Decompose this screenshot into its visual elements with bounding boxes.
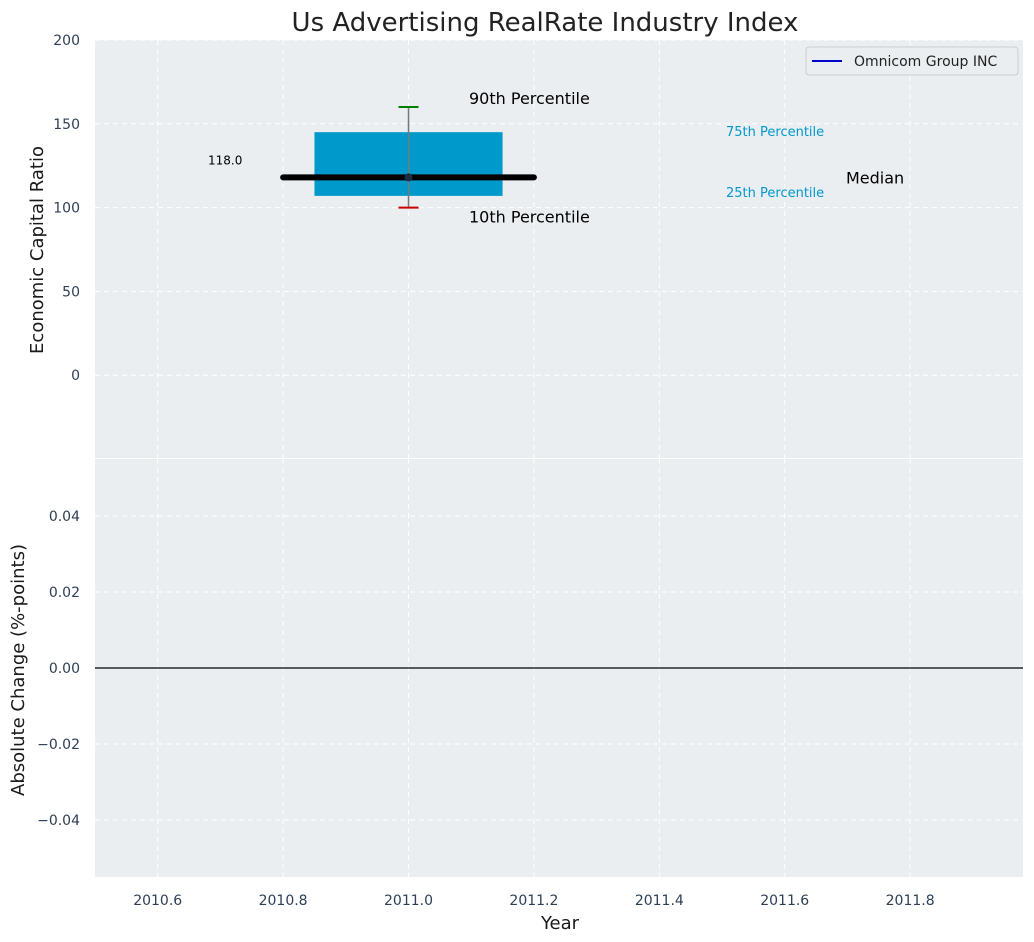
x-tick-label: 2010.8 [259, 893, 308, 909]
median-annotation: Median [846, 168, 904, 187]
top-gridlines [95, 39, 1023, 459]
top-y-tick-label: 50 [62, 284, 80, 300]
x-tick-label: 2011.4 [635, 893, 684, 909]
x-tick-label: 2011.0 [384, 893, 433, 909]
top-marks: 118.0 90th Percentile 10th Percentile 75th … [208, 89, 904, 227]
value-label: 118.0 [208, 153, 242, 167]
p10-annotation: 10th Percentile [469, 208, 590, 227]
legend[interactable]: Omnicom Group INC [805, 46, 1019, 76]
bottom-y-ticks: −0.04 −0.02 0.00 0.02 0.04 [37, 509, 80, 829]
x-tick-label: 2011.2 [509, 893, 558, 909]
top-y-axis-label: Economic Capital Ratio [27, 146, 48, 354]
bottom-y-tick-label: 0.00 [49, 661, 80, 677]
x-axis-label: Year [540, 913, 580, 934]
p75-annotation: 75th Percentile [726, 125, 824, 140]
top-y-tick-label: 0 [71, 368, 80, 384]
p25-annotation: 25th Percentile [726, 186, 824, 201]
series-point-omnicom [404, 173, 413, 182]
top-panel: 0 50 100 150 200 118.0 90th Percentile 10th Pe… [27, 33, 1023, 459]
legend-box [805, 46, 1019, 76]
chart-title: Us Advertising RealRate Industry Index [292, 8, 799, 38]
bottom-y-tick-label: 0.04 [49, 509, 80, 525]
bottom-y-tick-label: −0.04 [37, 813, 80, 829]
legend-entry-omnicom: Omnicom Group INC [854, 54, 997, 70]
top-y-ticks: 0 50 100 150 200 [53, 33, 80, 384]
top-y-tick-label: 100 [53, 201, 80, 217]
top-plot-area [95, 40, 1023, 459]
x-tick-label: 2011.6 [760, 893, 809, 909]
bottom-y-tick-label: 0.02 [49, 585, 80, 601]
bottom-y-axis-label: Absolute Change (%-points) [8, 544, 29, 796]
x-tick-label: 2011.8 [886, 893, 935, 909]
p90-annotation: 90th Percentile [469, 89, 590, 108]
x-ticks: 2010.6 2010.8 2011.0 2011.2 2011.4 2011.6 2011… [133, 893, 934, 909]
top-y-tick-label: 150 [53, 117, 80, 133]
bottom-y-tick-label: −0.02 [37, 737, 80, 753]
x-tick-label: 2010.6 [133, 893, 182, 909]
top-y-tick-label: 200 [53, 33, 80, 49]
bottom-panel: −0.04 −0.02 0.00 0.02 0.04 2010.6 2010.8 2011.… [8, 459, 1023, 934]
